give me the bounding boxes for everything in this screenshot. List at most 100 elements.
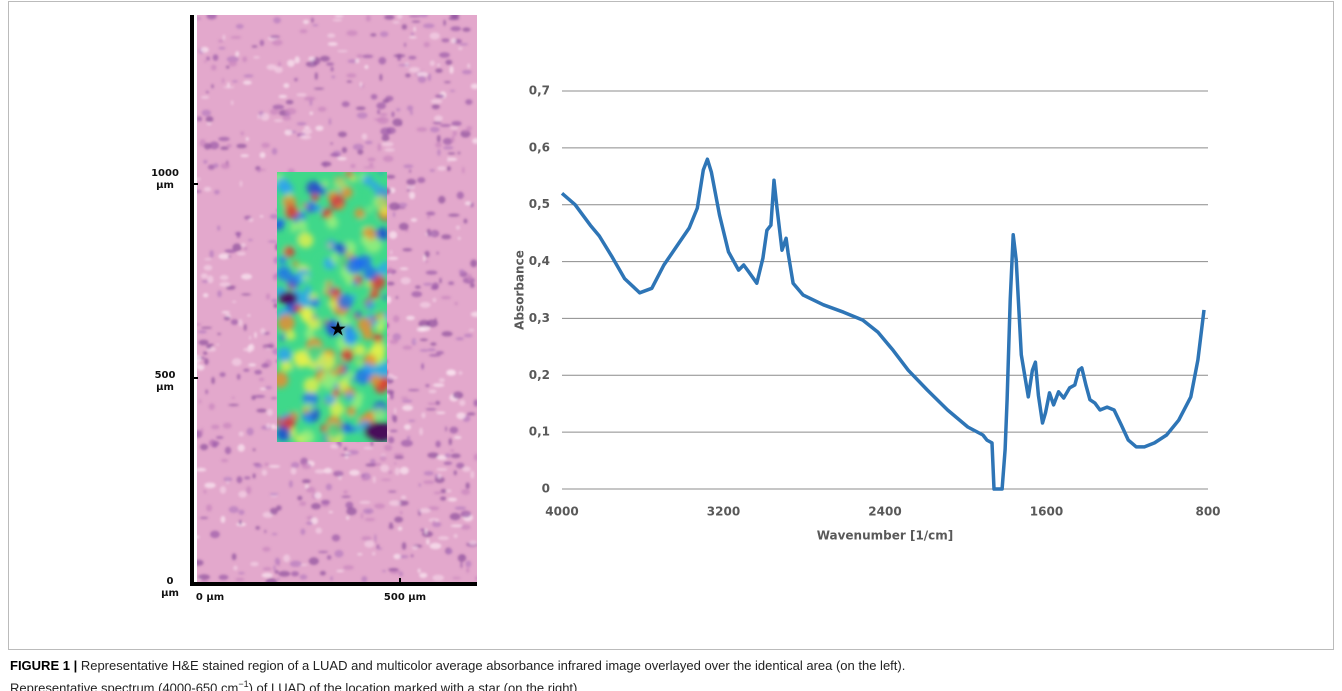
tissue-blob (283, 554, 291, 563)
tissue-blob (204, 482, 216, 489)
tissue-blob (370, 94, 378, 100)
tissue-blob (408, 67, 421, 73)
y-axis-title: Absorbance (513, 250, 527, 330)
tissue-blob (254, 331, 257, 339)
tissue-blob (238, 490, 247, 498)
tissue-blob (441, 234, 452, 240)
tissue-blob (217, 290, 222, 298)
tissue-blob (198, 399, 202, 404)
y-tick-label: 0,6 (529, 140, 550, 154)
tissue-blob (346, 30, 358, 36)
ir-blob (316, 255, 325, 264)
tissue-blob (418, 15, 429, 18)
tissue-blob (239, 180, 243, 187)
tissue-blob (242, 80, 252, 85)
tissue-blob (315, 125, 324, 131)
tissue-blob (432, 297, 437, 303)
tissue-blob (330, 66, 334, 72)
tissue-blob (396, 108, 401, 112)
tissue-blob (247, 239, 253, 242)
ir-blob (334, 177, 347, 191)
image-x-label: 500 µm (383, 592, 427, 603)
tissue-blob (236, 232, 241, 239)
tissue-blob (257, 113, 261, 120)
tissue-blob (235, 577, 245, 582)
tissue-blob (248, 218, 254, 223)
tissue-blob (238, 431, 244, 437)
tissue-blob (406, 178, 417, 186)
tissue-blob (446, 166, 451, 172)
tissue-blob (450, 26, 462, 32)
tissue-blob (243, 347, 253, 352)
tissue-blob (211, 424, 220, 430)
tissue-blob (323, 467, 333, 474)
tissue-blob (428, 354, 441, 357)
tissue-blob (361, 133, 368, 140)
tissue-blob (410, 554, 414, 558)
tissue-blob (436, 251, 439, 255)
tissue-blob (311, 503, 321, 510)
tissue-blob (397, 526, 403, 531)
caption-text: Representative spectrum (4000-650 cm (10, 680, 239, 691)
ir-blob (303, 377, 320, 394)
tissue-blob (461, 69, 472, 75)
tissue-blob (266, 64, 277, 71)
tissue-blob (226, 56, 239, 63)
ir-blob (294, 436, 300, 442)
tissue-blob (398, 222, 409, 231)
image-y-label: 0 µm (161, 576, 179, 599)
ir-blob (331, 287, 341, 296)
tissue-blob (216, 343, 220, 346)
tissue-blob (225, 65, 230, 69)
tissue-blob (206, 343, 212, 349)
tissue-blob (416, 71, 428, 77)
tissue-blob (269, 108, 279, 115)
tissue-blob (361, 477, 367, 481)
tissue-blob (421, 531, 433, 538)
tissue-blob (374, 503, 386, 509)
tissue-blob (432, 574, 444, 582)
ir-blob (369, 374, 382, 386)
tissue-blob (282, 115, 292, 121)
tissue-blob (374, 118, 386, 121)
tissue-blob (462, 27, 471, 32)
tissue-blob (260, 328, 266, 335)
tissue-blob (197, 355, 202, 363)
ir-blob (365, 300, 375, 310)
tissue-blob (341, 147, 348, 154)
tissue-blob (451, 135, 455, 143)
tissue-blob (267, 240, 278, 243)
tissue-blob (261, 142, 270, 148)
tissue-blob (464, 201, 472, 206)
tissue-blob (278, 570, 291, 577)
tissue-blob (448, 281, 455, 285)
ir-blob (356, 359, 362, 366)
tissue-blob (466, 125, 472, 131)
tissue-blob (241, 273, 253, 280)
ir-blob (364, 422, 387, 442)
ir-blob (300, 306, 313, 320)
tissue-blob (294, 77, 298, 82)
ir-blob (310, 193, 319, 202)
tissue-blob (346, 73, 357, 78)
tissue-blob (345, 516, 350, 520)
ir-blob (352, 279, 359, 286)
tissue-blob (218, 46, 226, 50)
tissue-blob (200, 443, 209, 451)
tissue-blob (356, 54, 363, 59)
tissue-blob (255, 525, 260, 530)
tissue-blob (466, 567, 470, 573)
y-tick-label: 0,1 (529, 425, 550, 439)
tissue-blob (429, 169, 435, 172)
tissue-blob (440, 295, 452, 300)
tissue-blob (363, 446, 374, 450)
ir-blob (305, 201, 317, 213)
tissue-blob (236, 143, 247, 149)
tissue-blob (299, 135, 312, 140)
tissue-blob (361, 536, 372, 541)
ir-blob (378, 362, 387, 379)
ir-blob (315, 302, 334, 321)
tissue-blob (408, 36, 418, 39)
tissue-blob (406, 435, 411, 441)
tissue-blob (417, 75, 427, 83)
